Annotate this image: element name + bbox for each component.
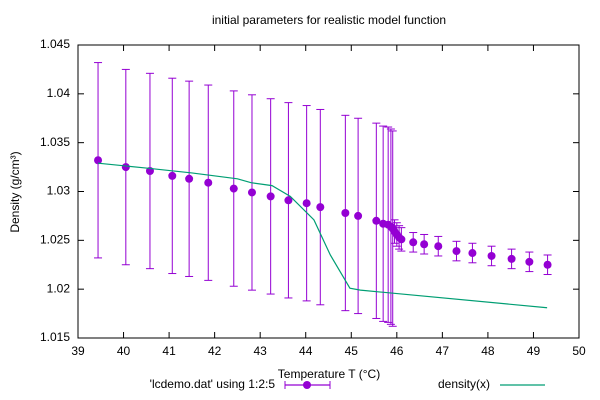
y-tick-label: 1.045	[40, 37, 70, 51]
data-point	[316, 203, 325, 212]
x-tick-label: 43	[254, 344, 268, 358]
series-line	[97, 162, 548, 309]
plot-frame	[77, 44, 580, 339]
y-tick-label: 1.03	[47, 184, 71, 198]
data-point	[354, 211, 363, 220]
data-point	[487, 251, 496, 260]
data-point	[302, 199, 311, 208]
data-point	[543, 260, 552, 269]
data-point	[525, 257, 534, 266]
data-point	[284, 196, 293, 205]
x-tick-label: 44	[299, 344, 313, 358]
data-point	[247, 188, 256, 197]
data-point	[266, 192, 275, 201]
data-point	[204, 178, 213, 187]
y-axis-label: Density (g/cm³)	[8, 151, 22, 232]
x-tick-label: 49	[527, 344, 541, 358]
data-point	[452, 247, 461, 256]
chart-title: initial parameters for realistic model f…	[212, 13, 446, 27]
x-axis-label: Temperature T (°C)	[278, 367, 380, 381]
data-point	[121, 163, 130, 172]
data-point	[168, 171, 177, 180]
y-tick-label: 1.015	[40, 330, 70, 344]
data-point	[507, 254, 516, 263]
x-tick-label: 50	[572, 344, 586, 358]
x-tick-label: 42	[208, 344, 222, 358]
data-point	[397, 235, 406, 244]
legend-label: density(x)	[438, 377, 490, 391]
data-point	[341, 208, 350, 217]
y-tick-label: 1.02	[47, 281, 71, 295]
x-tick-label: 47	[436, 344, 450, 358]
legend-label: 'lcdemo.dat' using 1:2:5	[150, 377, 276, 391]
x-tick-label: 46	[390, 344, 404, 358]
data-point	[94, 156, 103, 165]
data-point	[185, 174, 194, 183]
legend-swatch-point	[303, 381, 311, 389]
data-point	[420, 240, 429, 249]
data-point	[409, 238, 418, 247]
y-tick-label: 1.04	[47, 86, 71, 100]
y-tick-label: 1.025	[40, 233, 70, 247]
y-tick-label: 1.035	[40, 135, 70, 149]
data-point	[468, 249, 477, 258]
data-point	[372, 216, 381, 225]
x-tick-label: 40	[117, 344, 131, 358]
x-tick-label: 41	[162, 344, 176, 358]
x-tick-label: 45	[345, 344, 359, 358]
x-tick-label: 48	[481, 344, 495, 358]
x-tick-label: 39	[71, 344, 85, 358]
data-point	[434, 242, 443, 251]
data-point	[229, 184, 238, 193]
